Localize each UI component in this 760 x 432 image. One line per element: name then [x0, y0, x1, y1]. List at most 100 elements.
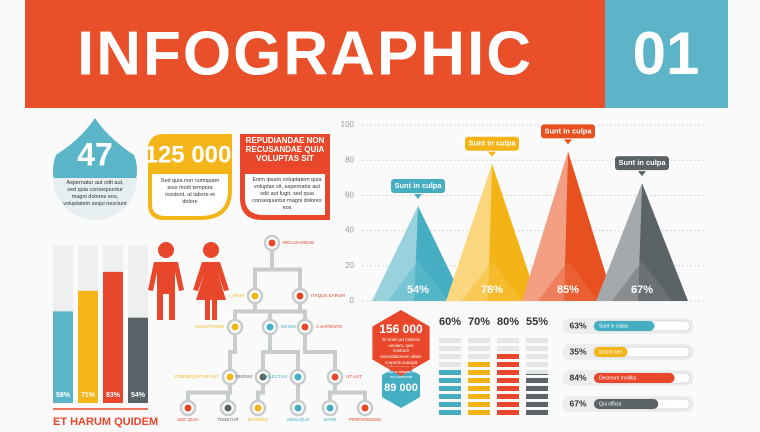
progress-label: Ipsum sed — [599, 349, 622, 355]
value-label: 67% — [631, 284, 653, 296]
bar — [128, 317, 148, 403]
strip-gap — [496, 351, 520, 354]
strip-gap — [467, 375, 491, 378]
tree-label: RERUM — [236, 374, 253, 379]
annotation: Sunt in culpa — [544, 126, 592, 135]
stat-text-box: Aspernatur aut odit aut, sed quia conseq… — [63, 180, 127, 207]
tree-node-dot — [326, 404, 334, 412]
callout-title-box: REPUDIANDAE NON RECUSANDAE QUIA VOLUPTAS… — [245, 136, 325, 164]
strip-gap — [438, 407, 462, 410]
value-label: 63% — [569, 320, 586, 330]
annotation: Sunt in culpa — [618, 158, 666, 167]
strip-gap — [467, 407, 491, 410]
pyramid-front — [388, 261, 448, 301]
y-tick-label: 40 — [345, 226, 354, 235]
tree-edge — [303, 327, 337, 377]
hexagon-value: 89 000 — [384, 382, 418, 394]
annotation-pointer — [414, 193, 422, 199]
strip-gap — [496, 359, 520, 362]
strip-gap — [496, 383, 520, 386]
callout-title: REPUDIANDAE NON RECUSANDAE QUIA VOLUPTAS… — [245, 136, 325, 164]
chart-title: ET HARUM QUIDEM — [53, 416, 158, 428]
drop-panel — [53, 178, 137, 220]
tree-label: SED QUIA — [177, 417, 199, 422]
progress-bar — [594, 373, 675, 383]
tree-node-dot — [331, 373, 339, 381]
strip-gap — [525, 359, 549, 362]
tree-node-dot — [184, 404, 192, 412]
strip-gap — [525, 375, 549, 378]
strip-gap — [525, 343, 549, 346]
callout-text-box: Enim ipsam voluptatem quia voluptas sit,… — [252, 177, 321, 211]
stat-text: Aspernatur aut odit aut, sed quia conseq… — [63, 180, 127, 207]
stat-text: Sed quia non numquam eius modi tempora i… — [160, 178, 220, 205]
tree-label: CONSEQUATUR AUT — [174, 374, 219, 379]
strip-gap — [467, 391, 491, 394]
strip-gap — [525, 351, 549, 354]
callout-panel — [245, 174, 325, 215]
stat-value: 125 000 — [145, 141, 232, 168]
tree-node-dot — [301, 323, 309, 331]
annotation: Sunt in culpa — [394, 181, 442, 190]
pyramid-front — [612, 261, 672, 301]
strip-gap — [438, 367, 462, 370]
strip-gap — [496, 367, 520, 370]
value-label: 85% — [557, 284, 579, 296]
strip-gap — [467, 343, 491, 346]
pyramid-right-face — [488, 163, 538, 301]
tree-label: ITAQUE EARUM — [311, 293, 345, 298]
bar — [53, 311, 73, 403]
pyramid-right-face — [638, 183, 688, 301]
tree-label: RECUSANDAE — [283, 240, 314, 245]
strip-gap — [438, 399, 462, 402]
stat-text-box: Sed quia non numquam eius modi tempora i… — [160, 178, 220, 205]
pyramid — [596, 183, 688, 301]
hexagon-value: 156 000 — [379, 322, 423, 336]
strip-gap — [467, 415, 491, 418]
strip-gap — [438, 391, 462, 394]
progress-label: Qui officia — [599, 401, 621, 407]
tree-label: MAIORES — [248, 417, 269, 422]
strip-bar — [526, 374, 548, 418]
pyramid — [522, 151, 614, 301]
tree-edge — [228, 327, 237, 377]
hexagon-text: Et enim ad minima veniam, quis nostrum e… — [380, 337, 422, 367]
tree-label: A SAPIENTE — [316, 324, 342, 329]
value-label: 84% — [569, 372, 586, 382]
bar — [78, 290, 98, 403]
annotation-pointer — [564, 139, 572, 145]
tree-label: PERFERENDIS — [349, 417, 381, 422]
tree-node-dot — [224, 404, 232, 412]
annotation-pointer — [488, 151, 496, 157]
hexagon-text-box: Et enim ad minima veniam, quis nostrum e… — [380, 337, 422, 367]
pyramid-left-face — [446, 163, 492, 301]
stat-panel — [152, 174, 228, 216]
y-tick-label: 20 — [345, 261, 354, 270]
tree-label: SIMILIQUE — [287, 417, 310, 422]
strip-gap — [438, 375, 462, 378]
tree-label: MAGNI — [281, 324, 296, 329]
tree-node-dot — [259, 373, 267, 381]
tree-edge — [270, 243, 302, 296]
stat-value: 47 — [77, 136, 113, 172]
tree-node-dot — [294, 373, 302, 381]
strip-gap — [467, 359, 491, 362]
pyramid-right-face — [564, 151, 614, 301]
strip-gap — [438, 415, 462, 418]
pyramid-left-face — [522, 151, 568, 301]
tree-node-dot — [266, 323, 274, 331]
strip-gap — [496, 375, 520, 378]
progress-label: Deserunt mollitia — [599, 375, 636, 381]
pyramid-left-face — [596, 183, 642, 301]
strip-gap — [467, 399, 491, 402]
y-tick-label: 0 — [350, 296, 355, 305]
tree-node-dot — [251, 292, 259, 300]
header-title: INFOGRAPHIC — [77, 19, 533, 88]
header-number: 01 — [633, 20, 700, 87]
strip-gap — [438, 359, 462, 362]
value-label: 60% — [439, 316, 461, 328]
annotation-pointer — [638, 171, 646, 177]
strip-gap — [496, 415, 520, 418]
tree-node-dot — [231, 323, 239, 331]
value-label: 67% — [569, 398, 586, 408]
